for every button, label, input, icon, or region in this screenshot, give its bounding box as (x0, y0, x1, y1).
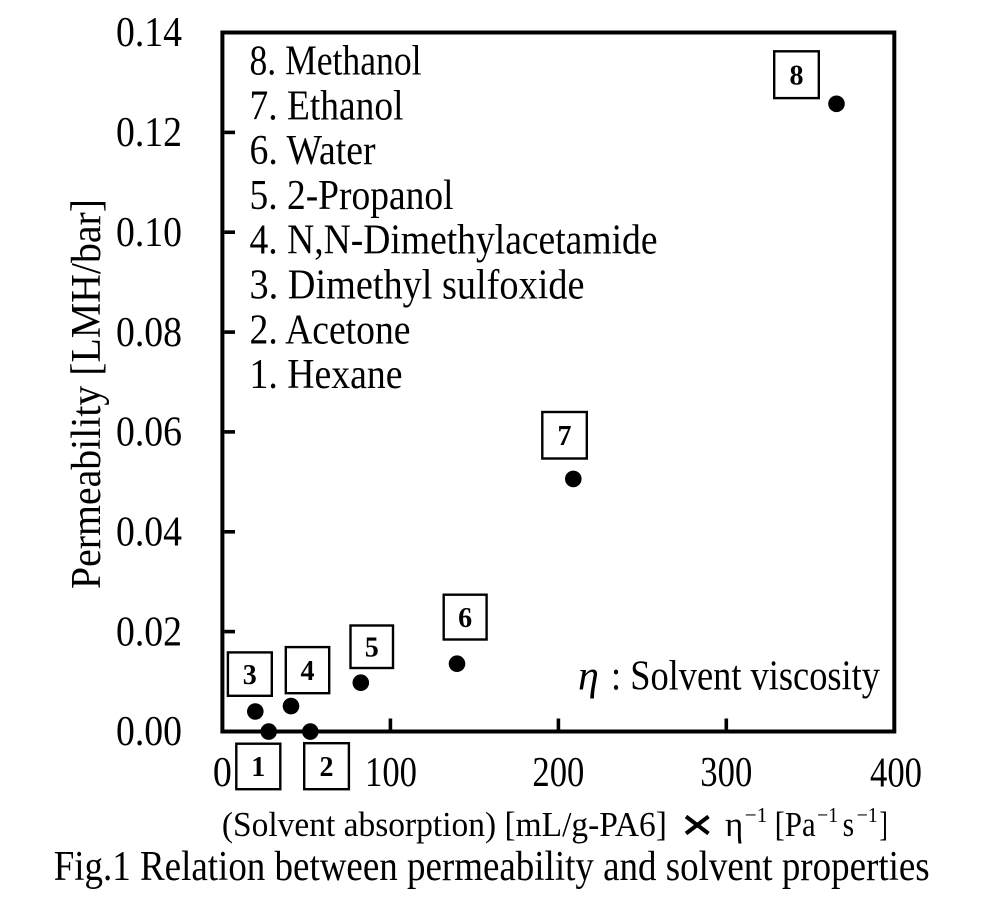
svg-text:: Solvent viscosity: : Solvent viscosity (611, 654, 880, 700)
svg-text:−1: −1 (745, 803, 768, 827)
svg-text:1. Hexane: 1. Hexane (250, 352, 403, 398)
svg-text:5: 5 (365, 633, 379, 664)
svg-text:0.08: 0.08 (116, 310, 182, 356)
svg-text:(Solvent absorption) [mL/g-PA6: (Solvent absorption) [mL/g-PA6] (222, 805, 667, 844)
svg-text:3. Dimethyl sulfoxide: 3. Dimethyl sulfoxide (250, 263, 585, 309)
svg-text:η: η (725, 805, 743, 844)
svg-text:200: 200 (532, 750, 584, 796)
svg-text:2. Acetone: 2. Acetone (250, 307, 411, 353)
svg-text:2: 2 (320, 752, 334, 783)
svg-text:4. N,N-Dimethylacetamide: 4. N,N-Dimethylacetamide (250, 218, 658, 264)
svg-text:s: s (843, 805, 855, 844)
svg-text:0.06: 0.06 (116, 410, 182, 456)
svg-text:5. 2-Propanol: 5. 2-Propanol (250, 173, 454, 219)
svg-text:[Pa: [Pa (775, 805, 816, 844)
svg-text:0.02: 0.02 (116, 609, 182, 655)
svg-text:η: η (578, 654, 599, 700)
svg-text:−1: −1 (857, 803, 878, 827)
svg-text:1: 1 (251, 752, 265, 783)
svg-text:6: 6 (458, 603, 472, 634)
svg-text:100: 100 (365, 750, 417, 796)
svg-text:−1: −1 (817, 803, 838, 827)
svg-text:0: 0 (213, 750, 232, 796)
svg-text:8: 8 (790, 60, 804, 91)
svg-text:300: 300 (700, 750, 752, 796)
svg-text:0.00: 0.00 (116, 709, 182, 755)
svg-text:Fig.1 Relation between permeab: Fig.1 Relation between permeability and … (54, 844, 930, 890)
svg-text:8. Methanol: 8. Methanol (250, 39, 422, 85)
svg-text:0.14: 0.14 (116, 10, 182, 56)
svg-text:0.10: 0.10 (116, 210, 182, 256)
svg-text:7: 7 (558, 421, 572, 452)
svg-text:]: ] (879, 805, 888, 844)
svg-text:4: 4 (301, 656, 315, 687)
svg-text:400: 400 (870, 751, 922, 797)
svg-text:6. Water: 6. Water (250, 128, 376, 174)
svg-text:7. Ethanol: 7. Ethanol (250, 83, 404, 129)
svg-text:Permeability [LMH/bar]: Permeability [LMH/bar] (64, 199, 110, 589)
svg-text:3: 3 (243, 660, 257, 691)
svg-text:0.04: 0.04 (116, 510, 182, 556)
svg-text:0.12: 0.12 (116, 110, 182, 156)
